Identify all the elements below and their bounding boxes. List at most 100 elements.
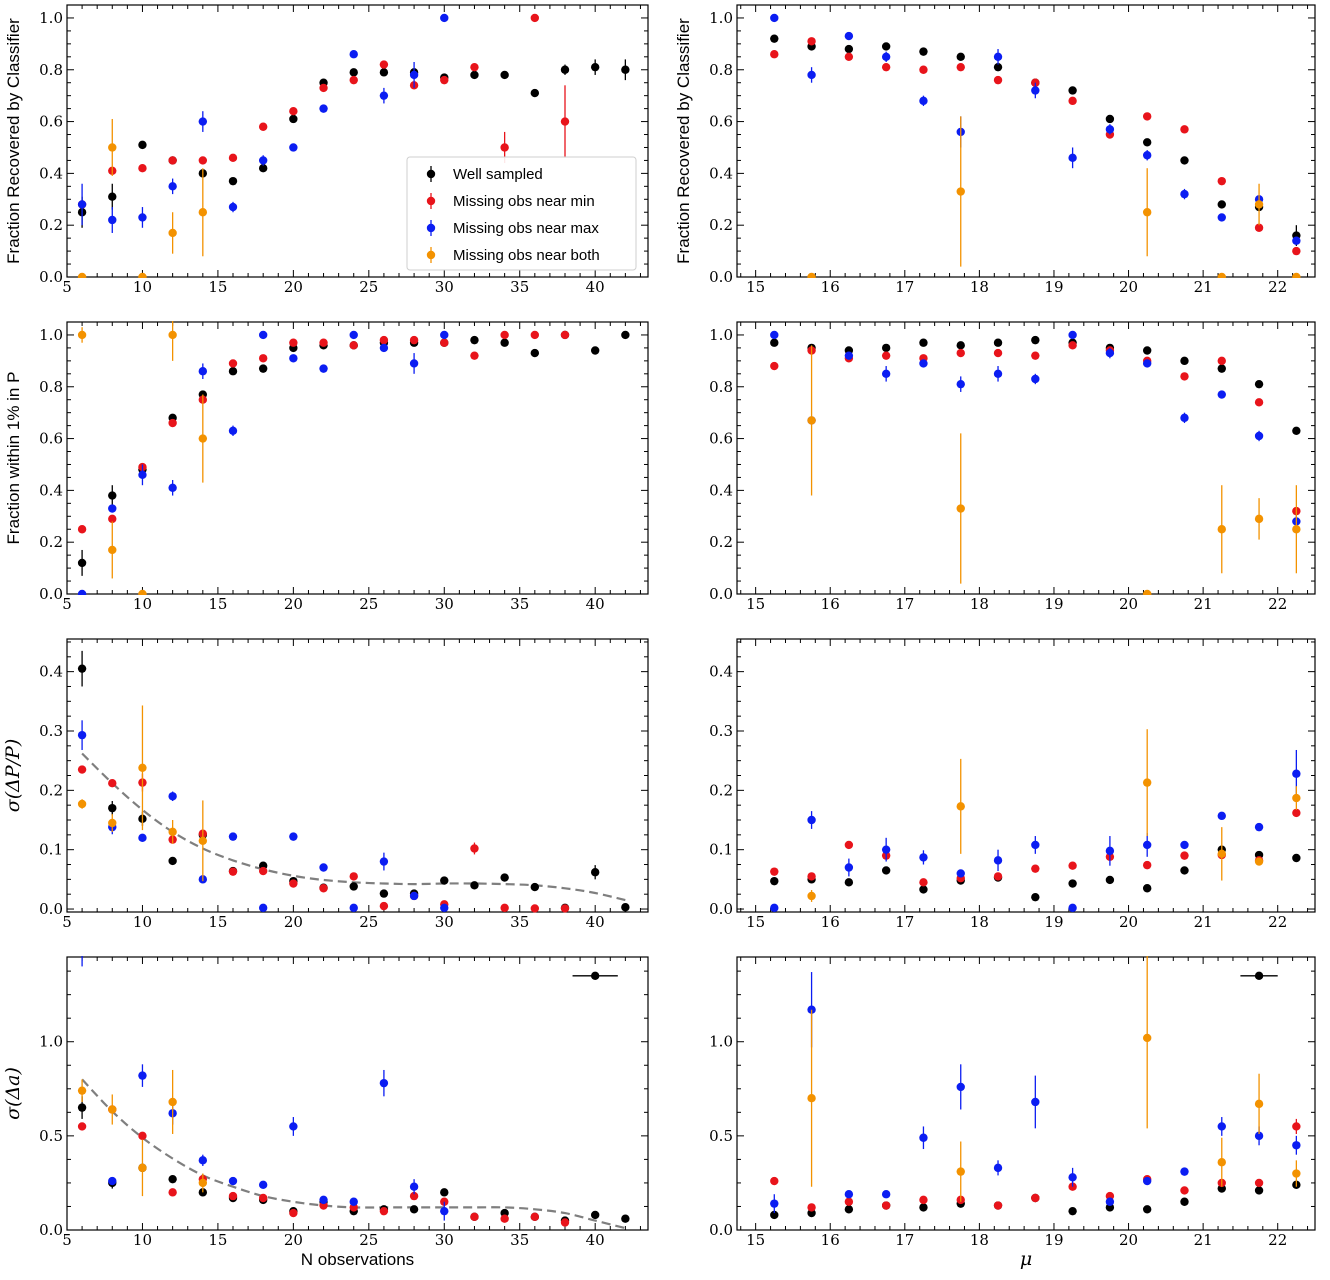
data-point [560, 65, 570, 74]
x-tick-label: 15 [746, 278, 765, 296]
data-point [881, 845, 891, 854]
y-tick-label: 0.3 [39, 722, 63, 740]
data-point [500, 338, 509, 347]
data-point [1180, 1186, 1189, 1195]
data-point [440, 338, 449, 347]
y-tick-label: 0.6 [39, 113, 63, 131]
data-point [881, 866, 891, 875]
y-tick-label: 0.0 [709, 900, 733, 918]
data-point [770, 903, 779, 913]
plot-frame [66, 956, 649, 1231]
x-tick-label: 19 [1044, 1231, 1063, 1249]
data-point [1254, 431, 1264, 441]
data-point [807, 272, 816, 278]
series-max [770, 749, 1301, 913]
data-point [1142, 1205, 1152, 1214]
data-point [881, 1201, 891, 1210]
series-both [77, 321, 208, 595]
x-tick-label: 25 [359, 1231, 378, 1249]
data-point [1031, 840, 1040, 850]
data-point [1180, 125, 1189, 134]
data-point [1254, 514, 1264, 524]
x-tick-label: 15 [746, 595, 765, 613]
data-point [198, 1178, 208, 1188]
data-point [621, 330, 630, 340]
x-tick-label: 35 [510, 1231, 529, 1249]
data-point [168, 1188, 177, 1197]
data-point [919, 338, 928, 347]
x-tick-label: 21 [1194, 595, 1213, 613]
data-point [1180, 866, 1189, 875]
y-tick-label: 0.3 [709, 722, 733, 740]
data-point [1180, 189, 1189, 199]
data-point [530, 904, 540, 913]
data-point [319, 1195, 328, 1205]
data-point [379, 889, 389, 898]
data-point [198, 367, 208, 376]
data-point [1180, 356, 1189, 366]
data-point [289, 879, 298, 888]
data-point [807, 416, 816, 425]
y-tick-label: 0.0 [709, 585, 733, 603]
x-tick-label: 15 [208, 1231, 227, 1249]
data-point [956, 348, 965, 358]
x-tick-label: 19 [1044, 913, 1063, 931]
x-tick-label: 20 [1119, 278, 1138, 296]
data-point [138, 1131, 147, 1141]
x-tick-label: 40 [586, 595, 605, 613]
data-point [993, 1163, 1003, 1173]
data-point [1180, 1167, 1189, 1176]
data-point [349, 882, 358, 891]
data-point [500, 70, 509, 80]
x-tick-label: 20 [1119, 1231, 1138, 1249]
data-point [470, 335, 479, 345]
data-point [1031, 1193, 1040, 1203]
data-point [470, 70, 479, 80]
data-point [440, 75, 449, 85]
data-point [319, 884, 328, 893]
data-point [956, 379, 965, 389]
plot-area [77, 13, 630, 278]
data-point [560, 1218, 570, 1227]
data-point [919, 885, 928, 894]
data-point [168, 1174, 177, 1184]
data-point [168, 1097, 177, 1107]
y-tick-label: 0.6 [39, 430, 63, 448]
legend: Well sampled Missing obs near min Missing … [406, 156, 637, 271]
y-axis-label: σ(Δa) [2, 1067, 24, 1120]
data-point [956, 62, 965, 72]
data-point [349, 1197, 358, 1206]
series-both [77, 705, 208, 882]
data-point [881, 369, 891, 379]
data-point [1217, 390, 1226, 399]
data-point [168, 330, 177, 340]
y-tick-label: 1.0 [709, 9, 733, 27]
y-tick-label: 0.5 [709, 1127, 733, 1145]
x-tick-label: 22 [1268, 913, 1287, 931]
data-point [168, 827, 177, 837]
x-tick-label: 20 [284, 1231, 303, 1249]
data-point [807, 37, 816, 46]
legend-marker [426, 223, 436, 233]
y-tick-label: 0.8 [39, 61, 63, 79]
x-tick-label: 16 [821, 1231, 840, 1249]
data-point [881, 343, 891, 353]
data-point [1142, 138, 1152, 147]
data-point [807, 70, 816, 80]
legend-box [406, 156, 637, 271]
data-point [1292, 1141, 1301, 1150]
legend-item: Missing obs near both [426, 247, 600, 264]
data-point [77, 558, 87, 568]
series-both [807, 956, 1301, 1202]
data-point [621, 1214, 630, 1223]
series-max [770, 972, 1301, 1214]
data-point [1105, 1197, 1115, 1206]
data-point [138, 1071, 147, 1080]
data-point [289, 114, 298, 124]
data-point [409, 1205, 419, 1214]
data-point [1105, 846, 1115, 856]
data-point [1142, 1176, 1152, 1186]
data-point [77, 765, 87, 774]
data-point [409, 335, 419, 345]
